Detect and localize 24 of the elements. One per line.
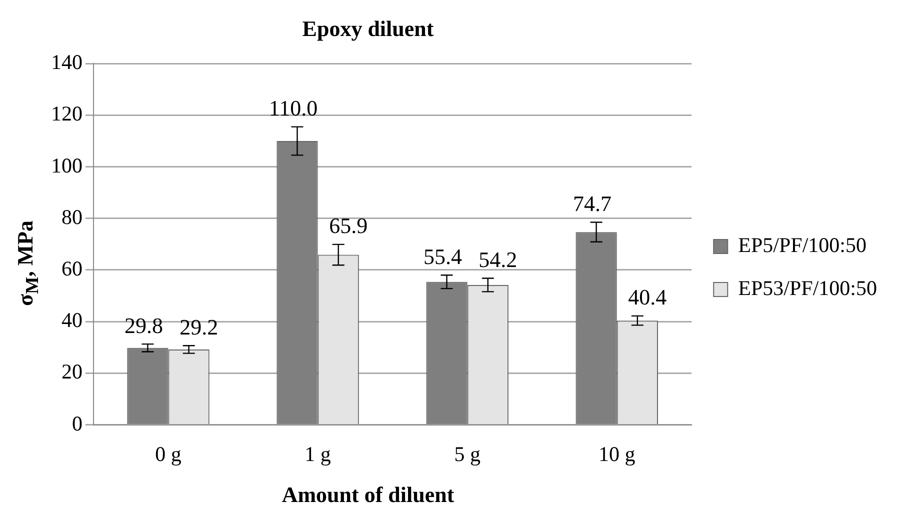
data-label: 29.2 xyxy=(180,314,218,340)
y-tick-label: 100 xyxy=(51,153,82,178)
data-label: 65.9 xyxy=(329,213,368,238)
y-tick-label: 20 xyxy=(62,360,82,384)
x-tick-label: 0 g xyxy=(155,442,182,466)
legend-label: EP53/PF/100:50 xyxy=(738,276,878,300)
x-axis-title: Amount of diluent xyxy=(280,482,456,508)
x-tick-label: 1 g xyxy=(304,442,332,466)
x-tick-label: 5 g xyxy=(454,442,481,466)
data-label: 54.2 xyxy=(478,247,518,272)
data-label: 29.8 xyxy=(124,312,163,338)
y-tick-label: 60 xyxy=(62,256,82,281)
data-label: 40.4 xyxy=(628,284,667,310)
y-tick-label: 80 xyxy=(62,204,82,229)
chart-title: Epoxy diluent xyxy=(301,16,435,42)
y-tick-label: 140 xyxy=(51,50,82,74)
y-tick-label: 40 xyxy=(62,308,82,332)
x-tick-label: 10 g xyxy=(598,442,636,466)
y-tick-label: 120 xyxy=(51,102,82,126)
data-label: 55.4 xyxy=(424,244,462,269)
y-tick-label: 0 xyxy=(72,411,82,436)
data-label: 74.7 xyxy=(573,191,612,216)
legend-label: EP5/PF/100:50 xyxy=(738,233,867,258)
data-label: 110.0 xyxy=(268,96,318,121)
